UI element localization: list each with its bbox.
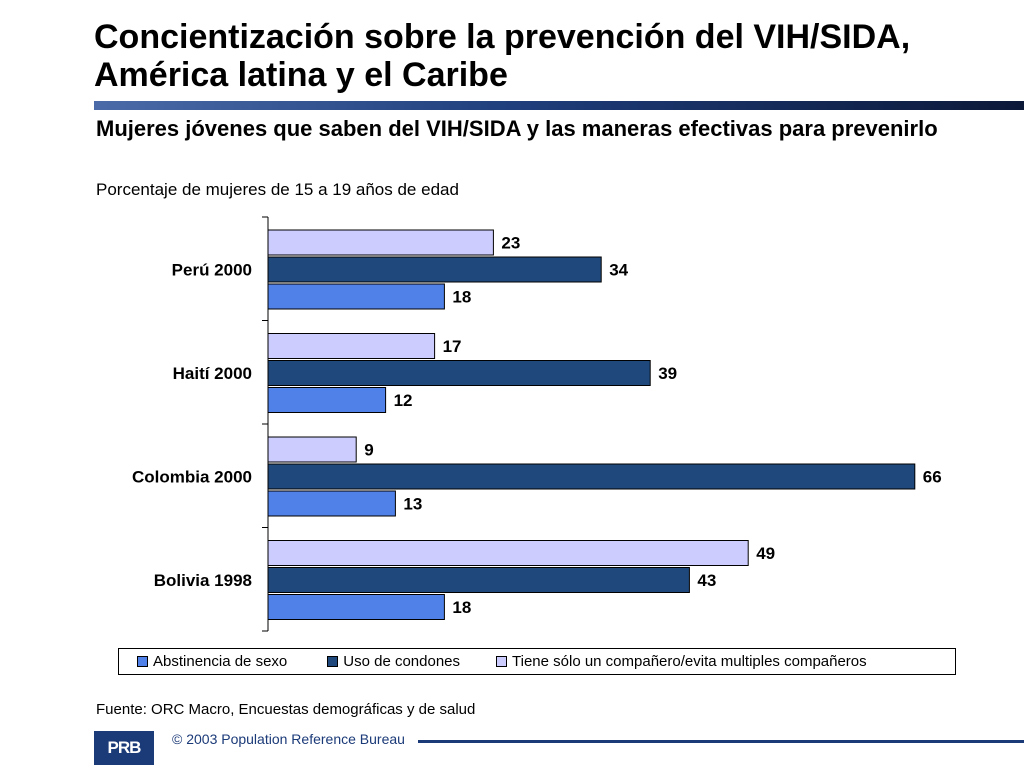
bar (267, 436, 357, 463)
bar (267, 540, 749, 566)
bar (267, 567, 690, 593)
legend-label: Tiene sólo un compañero/evita multiples … (512, 653, 867, 670)
chart-legend: Abstinencia de sexo Uso de condones Tien… (118, 648, 956, 675)
legend-swatch (496, 656, 508, 667)
bar (267, 490, 396, 517)
value-label: 13 (403, 495, 422, 514)
legend-swatch (137, 656, 148, 667)
legend-label: Uso de condones (343, 653, 461, 670)
prb-logo: PRB (94, 731, 154, 765)
value-label: 39 (658, 364, 677, 383)
title-divider (94, 101, 1024, 110)
value-label: 12 (394, 391, 413, 410)
value-label: 18 (452, 598, 471, 617)
chart-subtitle: Mujeres jóvenes que saben del VIH/SIDA y… (96, 116, 938, 141)
category-label: Colombia 2000 (132, 468, 252, 487)
category-label: Haití 2000 (173, 364, 252, 383)
legend-label: Abstinencia de sexo (153, 653, 288, 670)
value-label: 66 (923, 468, 942, 487)
category-label: Perú 2000 (172, 261, 252, 280)
copyright-text: © 2003 Population Reference Bureau (172, 731, 405, 747)
category-label: Bolivia 1998 (154, 571, 252, 590)
source-note: Fuente: ORC Macro, Encuestas demográfica… (96, 701, 476, 718)
value-label: 23 (501, 234, 520, 253)
bar (267, 360, 651, 386)
bar (267, 283, 445, 310)
value-label: 9 (364, 441, 373, 460)
legend-item-condones: Uso de condones (327, 653, 460, 670)
value-label: 43 (697, 571, 716, 590)
value-label: 34 (609, 261, 628, 280)
chart-caption: Porcentaje de mujeres de 15 a 19 años de… (96, 180, 459, 199)
bar (267, 594, 445, 620)
bar (267, 463, 916, 490)
page-title: Concientización sobre la prevención del … (94, 18, 911, 94)
value-label: 18 (452, 288, 471, 307)
legend-swatch (327, 656, 339, 667)
legend-item-un-companero: Tiene sólo un compañero/evita multiples … (496, 653, 867, 670)
bar (267, 256, 602, 283)
bar (267, 333, 436, 359)
bar (267, 229, 494, 256)
bar (267, 387, 387, 413)
value-label: 49 (756, 544, 775, 563)
value-label: 17 (443, 337, 462, 356)
footer-divider (418, 740, 1024, 743)
legend-item-abstinencia: Abstinencia de sexo (137, 653, 287, 670)
